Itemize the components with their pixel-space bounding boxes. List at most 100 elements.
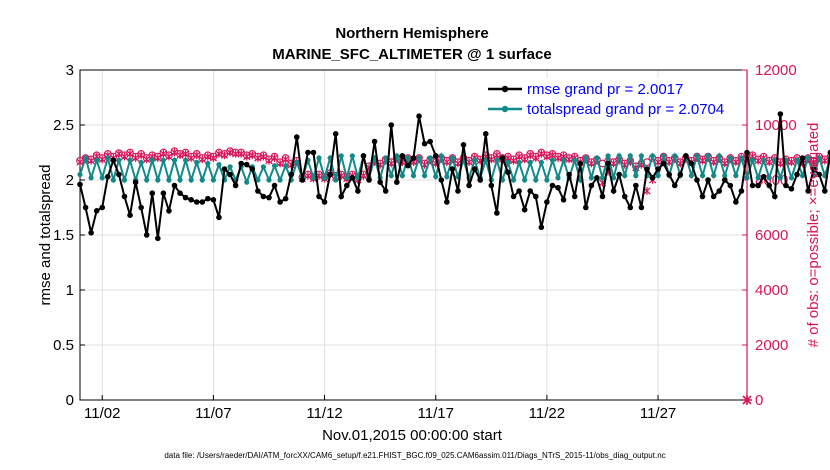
totalspread-point: [244, 179, 250, 185]
rmse-point: [104, 173, 111, 180]
rmse-point: [416, 113, 422, 119]
rmse-point: [805, 188, 811, 194]
x-axis-label: Nov.01,2015 00:00:00 start: [322, 427, 503, 444]
rmse-point: [377, 179, 383, 185]
rmse-point: [260, 193, 267, 200]
totalspread-point: [99, 175, 105, 181]
obs-evaluated-point: [170, 148, 179, 157]
obs-evaluated-point: [654, 158, 662, 166]
y-tick-label-right: 12000: [755, 62, 797, 79]
obs-evaluated-point: [115, 150, 123, 158]
rmse-point: [799, 155, 806, 161]
totalspread-point: [160, 157, 166, 163]
totalspread-point: [483, 157, 489, 163]
totalspread-point: [616, 153, 622, 159]
rmse-point: [149, 190, 156, 196]
rmse-point: [216, 214, 222, 221]
rmse-point: [594, 175, 600, 181]
totalspread-point: [733, 173, 739, 179]
rmse-point: [316, 193, 322, 200]
totalspread-point: [772, 157, 778, 163]
totalspread-point: [255, 177, 261, 183]
rmse-point: [621, 193, 628, 200]
rmse-point: [138, 204, 144, 211]
totalspread-point: [82, 155, 89, 161]
rmse-point: [355, 188, 361, 194]
rmse-point: [677, 171, 684, 178]
obs-evaluated-point: [259, 152, 268, 161]
rmse-point: [771, 193, 778, 200]
rmse-point: [577, 160, 584, 167]
rmse-point: [827, 149, 830, 156]
obs-evaluated-point: [270, 154, 279, 162]
rmse-point: [299, 177, 306, 183]
rmse-point: [605, 160, 611, 167]
rmse-point: [338, 193, 345, 200]
obs-evaluated-point: [537, 150, 545, 158]
obs-evaluated-point: [304, 172, 312, 180]
obs-evaluated-point: [826, 154, 830, 162]
rmse-point: [766, 182, 773, 189]
rmse-point: [332, 131, 339, 137]
obs-evaluated-point: [665, 158, 673, 166]
totalspread-point: [338, 153, 344, 159]
obs-evaluated-point: [176, 151, 184, 160]
rmse-point: [160, 190, 167, 196]
y-axis-label-right: # of obs: o=possible; ×=evaluated: [805, 123, 822, 348]
rmse-point: [610, 188, 617, 194]
totalspread-point: [505, 159, 511, 165]
totalspread-point: [755, 175, 761, 181]
totalspread-point: [271, 163, 278, 169]
rmse-point: [394, 179, 400, 185]
rmse-point: [116, 171, 122, 178]
rmse-point: [588, 182, 595, 189]
rmse-point: [143, 232, 150, 238]
totalspread-point: [88, 175, 94, 181]
totalspread-point: [761, 157, 767, 163]
rmse-point: [738, 188, 745, 194]
rmse-point: [822, 188, 828, 194]
totalspread-point: [522, 177, 528, 183]
rmse-point: [727, 182, 734, 189]
rmse-point: [282, 195, 289, 202]
obs-evaluated-point: [204, 152, 212, 161]
obs-evaluated-point: [543, 152, 551, 161]
totalspread-point: [283, 163, 289, 169]
obs-evaluated-point: [237, 150, 245, 158]
totalspread-point: [605, 153, 611, 159]
obs-evaluated-point: [226, 148, 234, 157]
totalspread-point: [627, 153, 633, 159]
rmse-point: [327, 171, 333, 178]
rmse-point: [110, 157, 117, 163]
chart-subtitle: MARINE_SFC_ALTIMETER @ 1 surface: [272, 46, 551, 63]
rmse-point: [382, 188, 389, 194]
obs-evaluated-point: [243, 152, 251, 161]
obs-evaluated-point: [98, 155, 106, 164]
x-tick-label: 11/02: [84, 405, 120, 422]
obs-evaluated-point: [526, 151, 534, 160]
rmse-point: [510, 193, 517, 200]
totalspread-point: [349, 153, 355, 159]
rmse-point: [716, 188, 723, 194]
totalspread-point: [638, 153, 644, 159]
rmse-point: [688, 160, 695, 167]
totalspread-point: [77, 171, 83, 178]
x-tick-label: 11/22: [529, 405, 565, 422]
rmse-point: [627, 204, 634, 211]
obs-evaluated-point: [821, 156, 829, 165]
obs-evaluated-point: [787, 158, 796, 166]
y-tick-label-right: 4000: [755, 282, 788, 299]
rmse-point: [249, 166, 256, 172]
rmse-point: [599, 193, 606, 200]
totalspread-point: [394, 153, 400, 159]
totalspread-point: [738, 155, 745, 161]
rmse-point: [649, 175, 656, 181]
totalspread-point: [583, 155, 589, 161]
rmse-point: [538, 224, 545, 231]
obs-evaluated-point: [154, 154, 162, 162]
legend: rmse grand pr = 2.0017 totalspread grand…: [483, 78, 745, 120]
totalspread-point: [716, 153, 722, 159]
obs-evaluated-point: [232, 150, 240, 158]
rmse-point: [760, 173, 767, 180]
